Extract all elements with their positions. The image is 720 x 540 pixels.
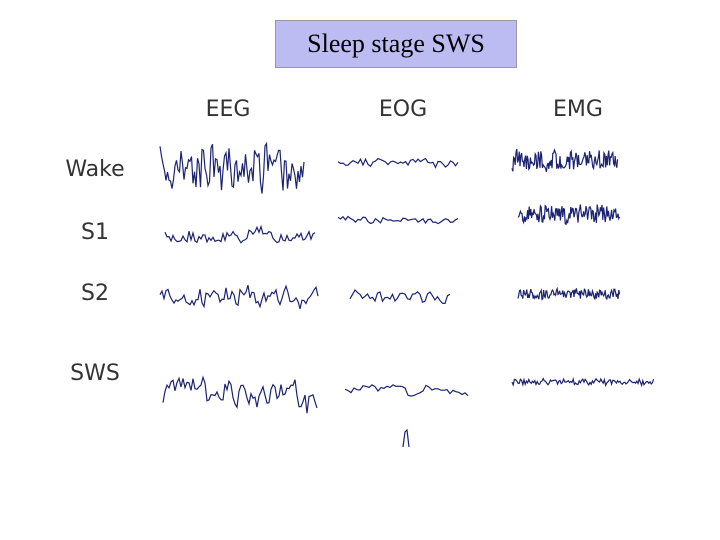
- slide-title: Sleep stage SWS: [275, 20, 517, 68]
- waveform: [162, 375, 318, 414]
- column-header: EEG: [206, 97, 251, 122]
- column-header: EOG: [379, 97, 427, 122]
- column-header: EMG: [553, 97, 603, 122]
- eog-spike: [402, 428, 410, 448]
- waveform: [159, 284, 319, 310]
- row-label: S2: [81, 281, 109, 306]
- waveform: [517, 286, 621, 301]
- row-label: Wake: [65, 157, 124, 182]
- waveform: [337, 215, 459, 225]
- waveform: [511, 148, 619, 172]
- waveform: [511, 377, 655, 388]
- row-label: S1: [81, 220, 109, 245]
- waveform: [344, 384, 469, 397]
- row-label: SWS: [70, 361, 120, 386]
- waveform: [517, 204, 621, 226]
- waveform: [164, 224, 316, 244]
- waveform: [337, 157, 459, 169]
- waveform: [349, 289, 451, 305]
- waveform: [159, 141, 305, 194]
